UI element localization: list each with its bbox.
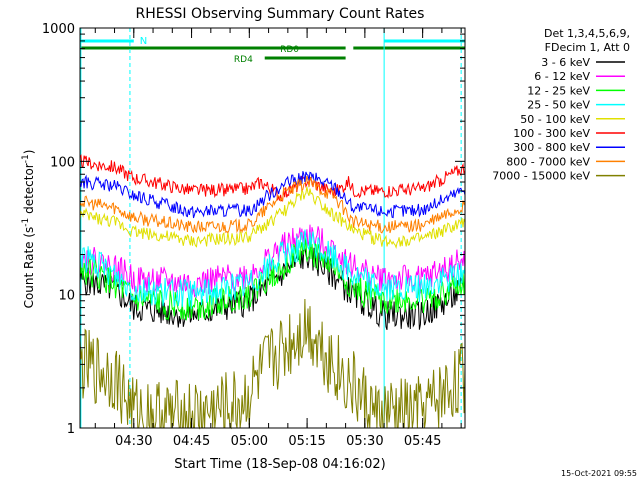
legend-label-4: 50 - 100 keV bbox=[520, 113, 590, 126]
x-axis-label: Start Time (18-Sep-08 04:16:02) bbox=[174, 457, 385, 472]
x-tick-label: 05:00 bbox=[231, 434, 268, 449]
plot-frame bbox=[79, 27, 466, 429]
annotation-rd4-label: RD4 bbox=[234, 55, 253, 65]
y-axis-label: Count Rate (s-1 detector-1) bbox=[21, 150, 36, 309]
legend-label-0: 3 - 6 keV bbox=[541, 56, 590, 69]
series-line-7 bbox=[79, 175, 466, 234]
y-tick-label: 10 bbox=[58, 289, 75, 304]
legend-label-2: 12 - 25 keV bbox=[527, 84, 590, 97]
legend-header-1: Det 1,3,4,5,6,9, bbox=[544, 27, 630, 40]
annotation-rd0-label: RD0 bbox=[280, 45, 299, 55]
series-line-4 bbox=[79, 186, 466, 249]
series-line-6 bbox=[79, 171, 466, 219]
x-tick-label: 05:15 bbox=[288, 434, 325, 449]
y-tick-label: 1 bbox=[67, 422, 75, 437]
legend-label-6: 300 - 800 keV bbox=[513, 141, 590, 154]
annotation-n-label: N bbox=[140, 36, 147, 47]
x-tick-label: 05:45 bbox=[404, 434, 441, 449]
legend-label-7: 800 - 7000 keV bbox=[506, 155, 590, 168]
series-line-1 bbox=[80, 224, 466, 299]
y-axis-label-part1: Count Rate (s bbox=[22, 227, 36, 309]
y-tick-label: 1000 bbox=[42, 22, 75, 37]
y-axis-label-sup2: -1 bbox=[21, 154, 31, 163]
x-tick-label: 04:30 bbox=[115, 434, 152, 449]
series-line-0 bbox=[79, 243, 466, 330]
x-tick-label: 04:45 bbox=[173, 434, 210, 449]
legend-label-1: 6 - 12 keV bbox=[534, 70, 590, 83]
series-line-3 bbox=[79, 229, 466, 309]
legend-label-3: 25 - 50 keV bbox=[527, 99, 590, 112]
y-axis-label-part3: ) bbox=[22, 150, 36, 155]
x-tick-label: 05:30 bbox=[346, 434, 383, 449]
y-axis-label-part2: detector bbox=[22, 163, 36, 218]
legend-label-8: 7000 - 15000 keV bbox=[492, 170, 590, 183]
series-line-5 bbox=[79, 154, 466, 202]
footer-timestamp: 15-Oct-2021 09:55 bbox=[561, 469, 637, 478]
legend-header-2: FDecim 1, Att 0 bbox=[545, 41, 630, 54]
y-tick-label: 100 bbox=[50, 155, 75, 170]
legend-label-5: 100 - 300 keV bbox=[513, 127, 590, 140]
y-axis-label-sup1: -1 bbox=[21, 218, 31, 227]
chart-title: RHESSI Observing Summary Count Rates bbox=[136, 6, 425, 22]
